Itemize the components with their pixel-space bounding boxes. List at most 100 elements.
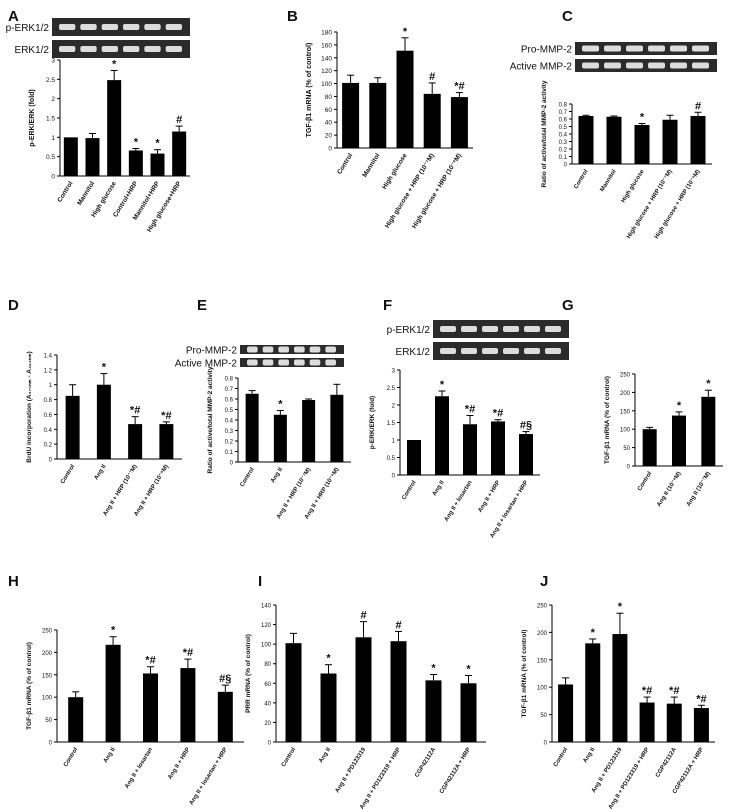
significance-mark: *# xyxy=(454,81,464,93)
y-tick-label: 150 xyxy=(620,409,631,415)
significance-mark: *# xyxy=(493,408,503,420)
blot-lane xyxy=(461,326,477,332)
y-tick-label: 0 xyxy=(51,174,55,181)
blot-e: Pro-MMP-2 Active MMP-2 xyxy=(175,345,344,370)
chart-panel-i: I 0 20 40 60 80 100 120 140 PRR mRNA (% of contro… xyxy=(245,573,486,811)
x-tick-label: Ang II + PD123319 xyxy=(335,746,368,794)
bar xyxy=(180,668,196,742)
y-tick-label: 0 xyxy=(544,741,548,747)
significance-mark: * xyxy=(440,379,445,391)
y-tick-label: 2.5 xyxy=(46,77,55,84)
blot-lane xyxy=(165,24,182,30)
y-tick-label: 0.6 xyxy=(559,118,568,124)
blot-lane xyxy=(325,346,336,353)
bar xyxy=(342,82,360,148)
y-tick-label: 0 xyxy=(328,146,332,153)
y-tick-label: 200 xyxy=(620,391,631,397)
x-tick-label: Mannitol xyxy=(361,152,381,179)
y-tick-label: 1.5 xyxy=(46,116,55,123)
x-tick-label: High glucose xyxy=(621,168,646,204)
panel-letter: J xyxy=(540,573,548,590)
significance-mark: # xyxy=(395,619,401,631)
x-tick-label: Control xyxy=(281,747,298,769)
panel-letter: I xyxy=(258,573,262,590)
y-tick-label: 140 xyxy=(321,55,332,62)
blot-band-0 xyxy=(52,18,190,36)
blot-lane xyxy=(101,24,118,30)
y-tick-label: 3 xyxy=(392,369,396,375)
blot-lane xyxy=(80,24,97,30)
bar xyxy=(159,424,174,459)
chart-panel-b: B 0 20 40 60 80 100 120 140 160 180 TGF-β1 mRNA (% … xyxy=(287,8,473,230)
y-tick-label: 0 xyxy=(627,465,631,471)
y-tick-label: 120 xyxy=(261,623,272,629)
blot-lane xyxy=(101,46,118,52)
y-tick-label: 200 xyxy=(42,651,53,657)
y-tick-label: 2.5 xyxy=(387,386,396,392)
blot-lane xyxy=(144,24,161,30)
significance-mark: * xyxy=(706,378,711,390)
x-tick-label: CGP42112A + HRP xyxy=(672,747,705,795)
y-tick-label: 100 xyxy=(620,428,631,434)
y-tick-label: 0.8 xyxy=(225,377,234,383)
y-tick-label: 0.6 xyxy=(225,398,234,404)
y-tick-label: 0 xyxy=(564,163,568,169)
y-tick-label: 1.2 xyxy=(44,368,53,374)
bar xyxy=(128,150,143,176)
blot-lane xyxy=(80,46,97,52)
y-tick-label: 0 xyxy=(49,458,53,464)
significance-mark: * xyxy=(278,399,283,411)
blot-lane xyxy=(461,348,477,354)
bar xyxy=(558,684,574,742)
y-tick-label: 40 xyxy=(325,120,333,127)
y-tick-label: 80 xyxy=(264,662,271,668)
bar xyxy=(463,424,477,475)
y-tick-label: 0.4 xyxy=(44,428,53,434)
y-axis-label: TGF-β1 mRNA (% of control) xyxy=(604,376,611,464)
y-tick-label: 0.5 xyxy=(46,154,55,161)
y-tick-label: 0.6 xyxy=(44,413,53,419)
x-tick-label: Control xyxy=(573,169,590,191)
y-tick-label: 2 xyxy=(392,404,396,410)
panel-letter: G xyxy=(562,297,574,314)
blot-lane xyxy=(247,346,258,353)
y-axis-label: p-ERK/ERK (fold) xyxy=(369,396,376,449)
x-tick-label: CGP42112A xyxy=(414,746,437,778)
panel-letter: D xyxy=(8,297,19,314)
panel-letter: A xyxy=(8,8,19,25)
bar xyxy=(245,393,259,462)
blot-c: Pro-MMP-2 Active MMP-2 xyxy=(510,42,717,73)
blot-lane xyxy=(626,62,643,69)
y-tick-label: 0.8 xyxy=(559,103,568,109)
bar xyxy=(150,153,165,176)
bar xyxy=(407,440,421,475)
bar xyxy=(355,637,372,742)
significance-mark: * xyxy=(111,625,116,637)
blot-lane xyxy=(309,359,321,366)
blot-band-label: Active MMP-2 xyxy=(510,62,573,73)
significance-mark: * xyxy=(403,26,408,38)
x-tick-label: Ang II + losartan xyxy=(444,480,474,523)
bar xyxy=(606,116,622,164)
x-tick-label: High glucose + HRP (10⁻⁷M) xyxy=(384,152,436,229)
y-tick-label: 120 xyxy=(321,68,332,75)
bar xyxy=(519,434,533,475)
bar xyxy=(330,394,344,462)
bar xyxy=(217,691,233,742)
y-tick-label: 150 xyxy=(42,673,53,679)
blot-lane xyxy=(440,326,456,332)
bar xyxy=(662,119,678,164)
y-tick-label: 0 xyxy=(268,741,272,747)
x-tick-label: High glucose + HRP (10⁻⁶M) xyxy=(411,152,463,230)
y-tick-label: 0.1 xyxy=(559,155,568,161)
bar xyxy=(701,396,716,466)
bar xyxy=(273,414,287,462)
bar xyxy=(666,703,682,742)
blot-lane xyxy=(309,346,321,353)
blot-lane xyxy=(503,348,519,354)
x-tick-label: Ang II (10⁻⁷M) xyxy=(686,471,712,508)
y-tick-label: 60 xyxy=(325,107,333,114)
blot-lane xyxy=(524,326,540,332)
blot-lane xyxy=(294,346,305,353)
